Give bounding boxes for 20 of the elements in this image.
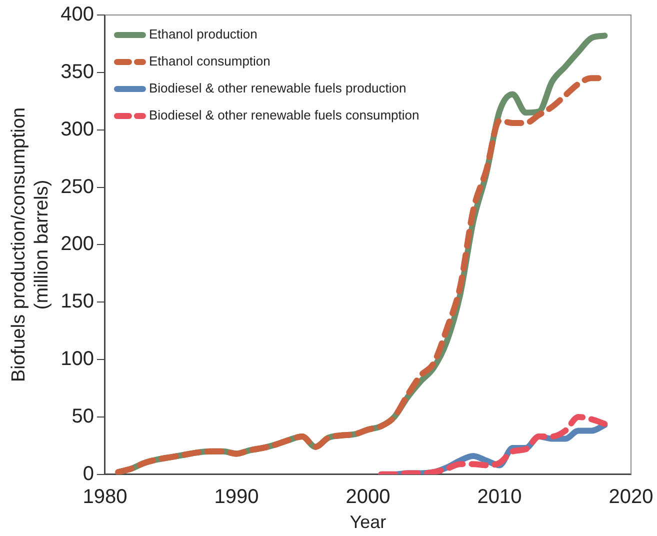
x-axis-title: Year	[350, 512, 386, 532]
y-tick-label: 50	[72, 405, 94, 428]
x-tick-label: 1990	[214, 486, 259, 508]
x-tick-label: 2000	[346, 486, 390, 508]
x-tick-label: 2010	[477, 486, 522, 508]
y-tick-label: 400	[60, 4, 94, 26]
y-tick-label: 200	[60, 233, 94, 256]
x-tick-label: 2020	[608, 486, 654, 508]
y-axis-title: Biofuels production/consumption (million barrels)	[8, 107, 52, 382]
legend-label: Ethanol production	[148, 26, 258, 42]
y-tick-label: 150	[60, 290, 94, 313]
legend-label: Ethanol consumption	[148, 54, 270, 69]
y-tick-label: 0	[82, 462, 94, 485]
legend-label: Biodiesel & other renewable fuels consumption	[148, 108, 420, 123]
y-tick-label: 100	[60, 348, 94, 370]
x-tick-label: 1980	[82, 486, 128, 508]
y-tick-label: 300	[60, 118, 94, 140]
legend-label: Biodiesel & other renewable fuels production	[148, 80, 406, 96]
y-tick-label: 250	[60, 176, 94, 198]
y-tick-label: 350	[60, 60, 94, 83]
